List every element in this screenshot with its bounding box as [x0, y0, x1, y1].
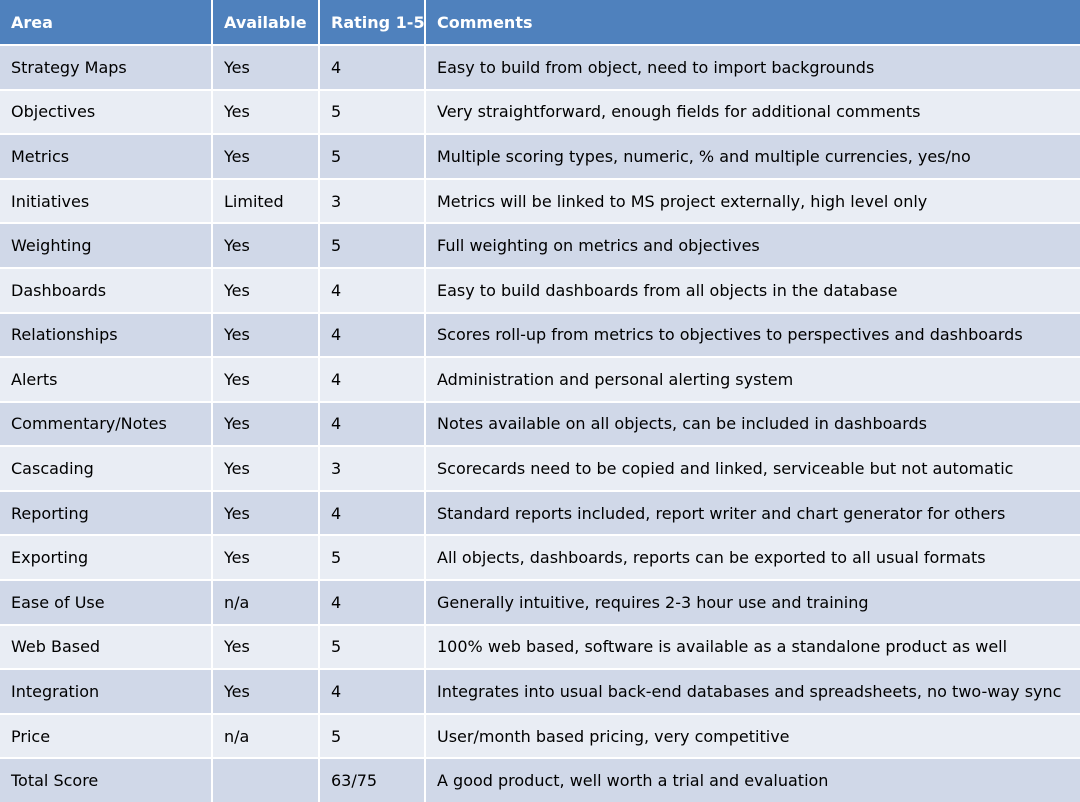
- rating-cell: 3: [320, 447, 424, 490]
- area-cell: Ease of Use: [0, 581, 211, 624]
- rating-cell: 4: [320, 46, 424, 89]
- available-cell: Yes: [213, 358, 318, 401]
- area-cell: Web Based: [0, 625, 211, 669]
- comment-cell: Standard reports included, report writer…: [426, 491, 1080, 535]
- area-cell: Objectives: [0, 90, 211, 134]
- comment-cell: Metrics will be linked to MS project ext…: [426, 179, 1080, 223]
- comment-cell: Multiple scoring types, numeric, % and m…: [426, 135, 1080, 178]
- area-cell: Cascading: [0, 447, 211, 490]
- rating-cell: 4: [320, 491, 424, 535]
- header-cell: Area: [0, 0, 211, 44]
- header-cell: Available: [213, 0, 318, 44]
- area-cell: Integration: [0, 670, 211, 713]
- available-cell: Yes: [213, 447, 318, 490]
- rating-cell: 5: [320, 90, 424, 134]
- available-cell: Yes: [213, 313, 318, 357]
- empty-cell: [213, 759, 318, 802]
- rating-cell: 4: [320, 581, 424, 624]
- available-cell: Yes: [213, 90, 318, 134]
- total-rating: 63/75: [320, 759, 424, 802]
- comment-cell: Scorecards need to be copied and linked,…: [426, 447, 1080, 490]
- area-cell: Alerts: [0, 358, 211, 401]
- available-cell: Yes: [213, 402, 318, 446]
- rating-cell: 4: [320, 268, 424, 312]
- rating-cell: 4: [320, 402, 424, 446]
- available-cell: Yes: [213, 670, 318, 713]
- total-label: Total Score: [0, 759, 211, 802]
- area-cell: Commentary/Notes: [0, 402, 211, 446]
- available-cell: Yes: [213, 46, 318, 89]
- comment-cell: Easy to build from object, need to impor…: [426, 46, 1080, 89]
- comment-cell: Notes available on all objects, can be i…: [426, 402, 1080, 446]
- available-cell: Yes: [213, 135, 318, 178]
- comment-cell: 100% web based, software is available as…: [426, 625, 1080, 669]
- rating-cell: 5: [320, 714, 424, 758]
- comment-cell: Administration and personal alerting sys…: [426, 358, 1080, 401]
- rating-cell: 5: [320, 135, 424, 178]
- available-cell: Yes: [213, 268, 318, 312]
- header-cell: Comments: [426, 0, 1080, 44]
- rating-cell: 5: [320, 224, 424, 267]
- area-cell: Weighting: [0, 224, 211, 267]
- comment-cell: Very straightforward, enough fields for …: [426, 90, 1080, 134]
- comment-cell: User/month based pricing, very competiti…: [426, 714, 1080, 758]
- available-cell: Yes: [213, 224, 318, 267]
- available-cell: Yes: [213, 536, 318, 580]
- comment-cell: Scores roll-up from metrics to objective…: [426, 313, 1080, 357]
- area-cell: Metrics: [0, 135, 211, 178]
- area-cell: Dashboards: [0, 268, 211, 312]
- available-cell: Yes: [213, 625, 318, 669]
- comment-cell: Generally intuitive, requires 2-3 hour u…: [426, 581, 1080, 624]
- rating-cell: 4: [320, 313, 424, 357]
- rating-cell: 5: [320, 536, 424, 580]
- available-cell: Yes: [213, 491, 318, 535]
- total-comment: A good product, well worth a trial and e…: [426, 759, 1080, 802]
- rating-cell: 5: [320, 625, 424, 669]
- comment-cell: Easy to build dashboards from all object…: [426, 268, 1080, 312]
- area-cell: Initiatives: [0, 179, 211, 223]
- rating-cell: 4: [320, 670, 424, 713]
- rating-cell: 3: [320, 179, 424, 223]
- available-cell: n/a: [213, 581, 318, 624]
- area-cell: Reporting: [0, 491, 211, 535]
- comment-cell: Full weighting on metrics and objectives: [426, 224, 1080, 267]
- area-cell: Strategy Maps: [0, 46, 211, 89]
- comment-cell: Integrates into usual back-end databases…: [426, 670, 1080, 713]
- area-cell: Price: [0, 714, 211, 758]
- area-cell: Exporting: [0, 536, 211, 580]
- comment-cell: All objects, dashboards, reports can be …: [426, 536, 1080, 580]
- header-cell: Rating 1-5: [320, 0, 424, 44]
- rating-cell: 4: [320, 358, 424, 401]
- available-cell: n/a: [213, 714, 318, 758]
- available-cell: Limited: [213, 179, 318, 223]
- area-cell: Relationships: [0, 313, 211, 357]
